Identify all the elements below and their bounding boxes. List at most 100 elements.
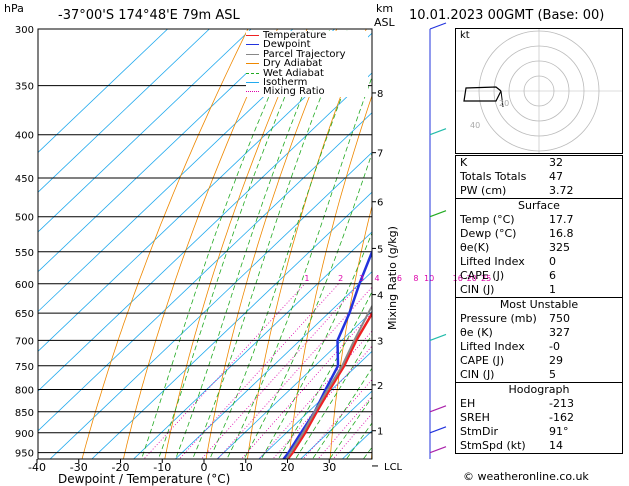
index-value: 47 [549,170,563,183]
index-label: PW (cm) [460,184,507,197]
surface-value: 6 [549,269,556,282]
legend-swatch [246,44,259,46]
km-axis-label: km [376,2,394,15]
x-tick-label: -30 [70,461,88,474]
pressure-tick-label: 650 [15,309,34,320]
isotherm-line [174,271,372,459]
x-tick-label: -40 [28,461,46,474]
pressure-tick-label: 300 [15,25,34,36]
km-tick-label: 5 [377,244,383,255]
index-row: K 32 [456,156,622,170]
most-unstable-value: 327 [549,326,570,339]
legend-swatch [246,91,259,93]
mixing-ratio-label: 20 [467,274,477,283]
surface-label: θe(K) [460,241,490,254]
most-unstable-row: CIN (J) 5 [456,368,622,382]
km-tick-label: 7 [377,149,383,160]
legend-label: Dewpoint [263,39,311,51]
mixing-ratio-line [258,330,372,459]
mixing-ratio-line [217,286,372,459]
surface-row: CAPE (J) 6 [456,269,622,283]
legend-swatch [246,63,259,65]
most-unstable-label: Lifted Index [460,340,525,353]
isotherm-line [91,191,372,459]
mixing-ratio-label: 4 [374,274,379,283]
mixing-ratio-labels: 1 2 3 4 6 8 10 16 20 25 [304,274,491,283]
hodograph-label: EH [460,397,476,410]
hpa-axis-label: hPa [4,2,24,15]
hodograph-row: SREH -162 [456,411,622,425]
surface-value: 325 [549,241,570,254]
date-title: 10.01.2023 00GMT (Base: 00) [409,8,605,23]
isotherm-line [38,29,294,273]
mixing-ratio-label: 8 [413,274,418,283]
wind-barb [429,22,447,30]
hodograph-row: EH -213 [456,397,622,411]
hodograph-row: StmSpd (kt) 14 [456,439,622,453]
mixing-ratio-label: 1 [304,274,309,283]
wind-barb [429,426,447,434]
index-value: 32 [549,156,563,169]
surface-row: CIN (J) 1 [456,283,622,297]
surface-label: Lifted Index [460,255,525,268]
wind-barb [429,210,447,218]
isotherm-line [133,231,372,459]
section-title-most-unstable: Most Unstable [499,298,579,311]
km-tick-label: 1 [377,427,383,438]
wind-barb [429,405,447,413]
index-row: Totals Totals 47 [456,170,622,184]
mixing-ratio-line [332,413,372,459]
index-value: 3.72 [549,184,574,197]
hodo-storm-vector [500,90,504,108]
legend: Temperature Dewpoint Parcel Trajectory Dry … [246,30,368,97]
pressure-tick-label: 800 [15,385,34,396]
hodograph-value: 91° [549,425,569,438]
legend-label: Parcel Trajectory [263,48,346,60]
x-axis-title: Dewpoint / Temperature (°C) [58,472,231,486]
plot-frame [37,28,373,460]
x-tick-label: -20 [112,461,130,474]
legend-swatch [246,72,259,74]
surface-value: 16.8 [549,227,574,240]
legend-entry: Wet Adiabat [246,68,368,78]
series-parcel-trajectory [285,304,372,459]
most-unstable-row: θe (K) 327 [456,326,622,340]
most-unstable-value: -0 [549,340,560,353]
legend-swatch [246,53,259,55]
isotherm-line [49,151,372,459]
hodo-unit-label: kt [460,30,470,41]
wind-barb [429,333,447,341]
y-axis-title-mixing: Mixing Ratio (g/kg) [386,226,399,330]
hodograph-label: StmSpd (kt) [460,439,526,452]
asl-axis-label: ASL [374,16,395,29]
most-unstable-row: Lifted Index -0 [456,340,622,354]
isotherm-line [38,29,210,193]
isotherm-line [38,29,335,313]
wet-adiabat-line [141,29,299,459]
isotherm-line [216,310,372,459]
most-unstable-value: 750 [549,312,570,325]
pressure-tick-label: 750 [15,362,34,373]
most-unstable-value: 29 [549,354,563,367]
mixing-ratio-line [317,395,372,459]
surface-row: Lifted Index 0 [456,255,622,269]
section-title-hodograph: Hodograph [508,383,570,396]
legend-swatch [246,81,259,83]
pressure-tick-label: 700 [15,336,34,347]
wet-adiabat-line [158,29,315,459]
hodo-ring-label-40: 40 [470,121,481,130]
hodograph-svg [456,29,622,153]
legend-label: Temperature [263,30,327,41]
isotherm-line [38,29,168,154]
most-unstable-label: θe (K) [460,326,493,339]
km-tick-label: 4 [377,291,383,302]
legend-entry: Dry Adiabat [246,58,368,69]
pressure-tick-label: 350 [15,82,34,93]
km-tick-label: 8 [377,89,383,100]
surface-value: 0 [549,255,556,268]
index-label: K [460,156,468,169]
mixing-ratio-label: 16 [453,274,463,283]
surface-row: Dewp (°C) 16.8 [456,227,622,241]
mixing-ratio-label: 6 [397,274,402,283]
pressure-tick-label: 850 [15,408,34,419]
